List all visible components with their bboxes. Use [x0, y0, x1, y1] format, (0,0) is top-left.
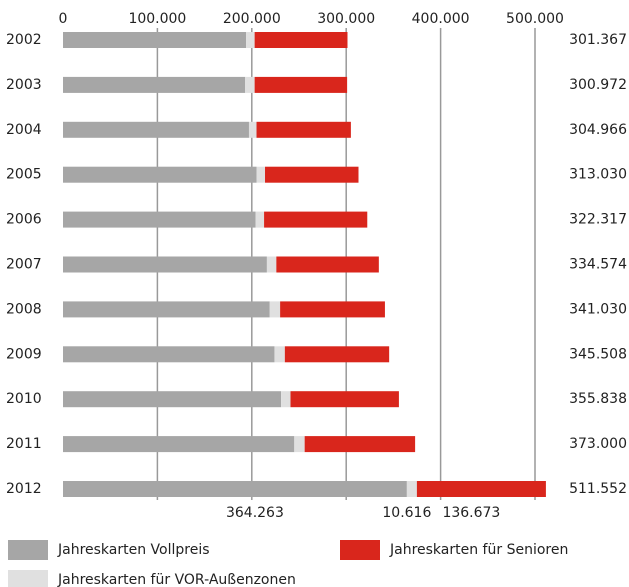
bar-segment: [290, 391, 399, 408]
legend-swatch: [8, 540, 48, 560]
bar-segment: [304, 436, 416, 453]
y-tick-label: 2004: [6, 122, 42, 138]
bar-segment: [276, 256, 379, 273]
legend-label: Jahreskarten für VOR-Außenzonen: [57, 572, 296, 587]
bar-segment: [406, 481, 417, 497]
bar-segment: [256, 166, 266, 183]
legend-swatch: [8, 570, 48, 587]
total-label: 334.574: [569, 257, 627, 273]
y-tick-label: 2003: [6, 77, 42, 93]
value-label: 10.616: [382, 505, 431, 521]
legend-label: Jahreskarten für Senioren: [389, 542, 568, 558]
total-label: 301.367: [569, 32, 627, 48]
bar-segment: [255, 211, 265, 228]
bar-segment: [63, 436, 295, 453]
total-label: 355.838: [569, 391, 627, 407]
bar-segment: [274, 346, 285, 363]
value-label: 136.673: [442, 505, 500, 521]
bar-segment: [63, 391, 282, 408]
y-tick-label: 2006: [6, 212, 42, 228]
y-tick-label: 2012: [6, 481, 42, 497]
bar-segment: [63, 211, 256, 228]
bar-segment: [265, 166, 359, 183]
bar-segment: [280, 301, 385, 318]
bar-segment: [254, 32, 348, 48]
bar-segment: [63, 301, 270, 318]
bar-segment: [63, 346, 275, 363]
y-tick-label: 2009: [6, 346, 42, 362]
total-label: 300.972: [569, 77, 627, 93]
bar-segment: [63, 481, 407, 497]
total-label: 341.030: [569, 301, 627, 317]
bar-segment: [254, 76, 348, 93]
bar-segment: [246, 32, 255, 48]
y-tick-label: 2002: [6, 32, 42, 48]
y-tick-label: 2005: [6, 167, 42, 183]
x-tick-label: 0: [59, 11, 68, 27]
legend-label: Jahreskarten Vollpreis: [57, 542, 210, 558]
y-tick-label: 2008: [6, 301, 42, 317]
x-tick-label: 500.000: [506, 11, 564, 27]
bar-segment: [248, 121, 257, 138]
bar-segment: [63, 76, 246, 93]
x-tick-label: 400.000: [412, 11, 470, 27]
bar-segment: [294, 436, 305, 453]
bar-segment: [63, 32, 247, 48]
total-label: 345.508: [569, 346, 627, 362]
y-tick-label: 2007: [6, 257, 42, 273]
bar-segment: [281, 391, 291, 408]
bar-segment: [416, 481, 546, 497]
y-tick-label: 2011: [6, 436, 42, 452]
value-label: 364.263: [226, 505, 284, 521]
bar-segment: [63, 256, 267, 273]
total-label: 322.317: [569, 212, 627, 228]
x-tick-label: 100.000: [128, 11, 186, 27]
bar-segment: [284, 346, 390, 363]
bar-segment: [256, 121, 351, 138]
total-label: 304.966: [569, 122, 627, 138]
bar-segment: [269, 301, 281, 318]
bar-segment: [63, 166, 257, 183]
total-label: 511.552: [569, 481, 627, 497]
bar-segment: [266, 256, 277, 273]
x-tick-label: 200.000: [223, 11, 281, 27]
total-label: 373.000: [569, 436, 627, 452]
bar-segment: [245, 76, 255, 93]
bar-segment: [63, 121, 249, 138]
legend-swatch: [340, 540, 380, 560]
x-tick-label: 300.000: [317, 11, 375, 27]
y-tick-label: 2010: [6, 391, 42, 407]
total-label: 313.030: [569, 167, 627, 183]
bar-segment: [264, 211, 368, 228]
